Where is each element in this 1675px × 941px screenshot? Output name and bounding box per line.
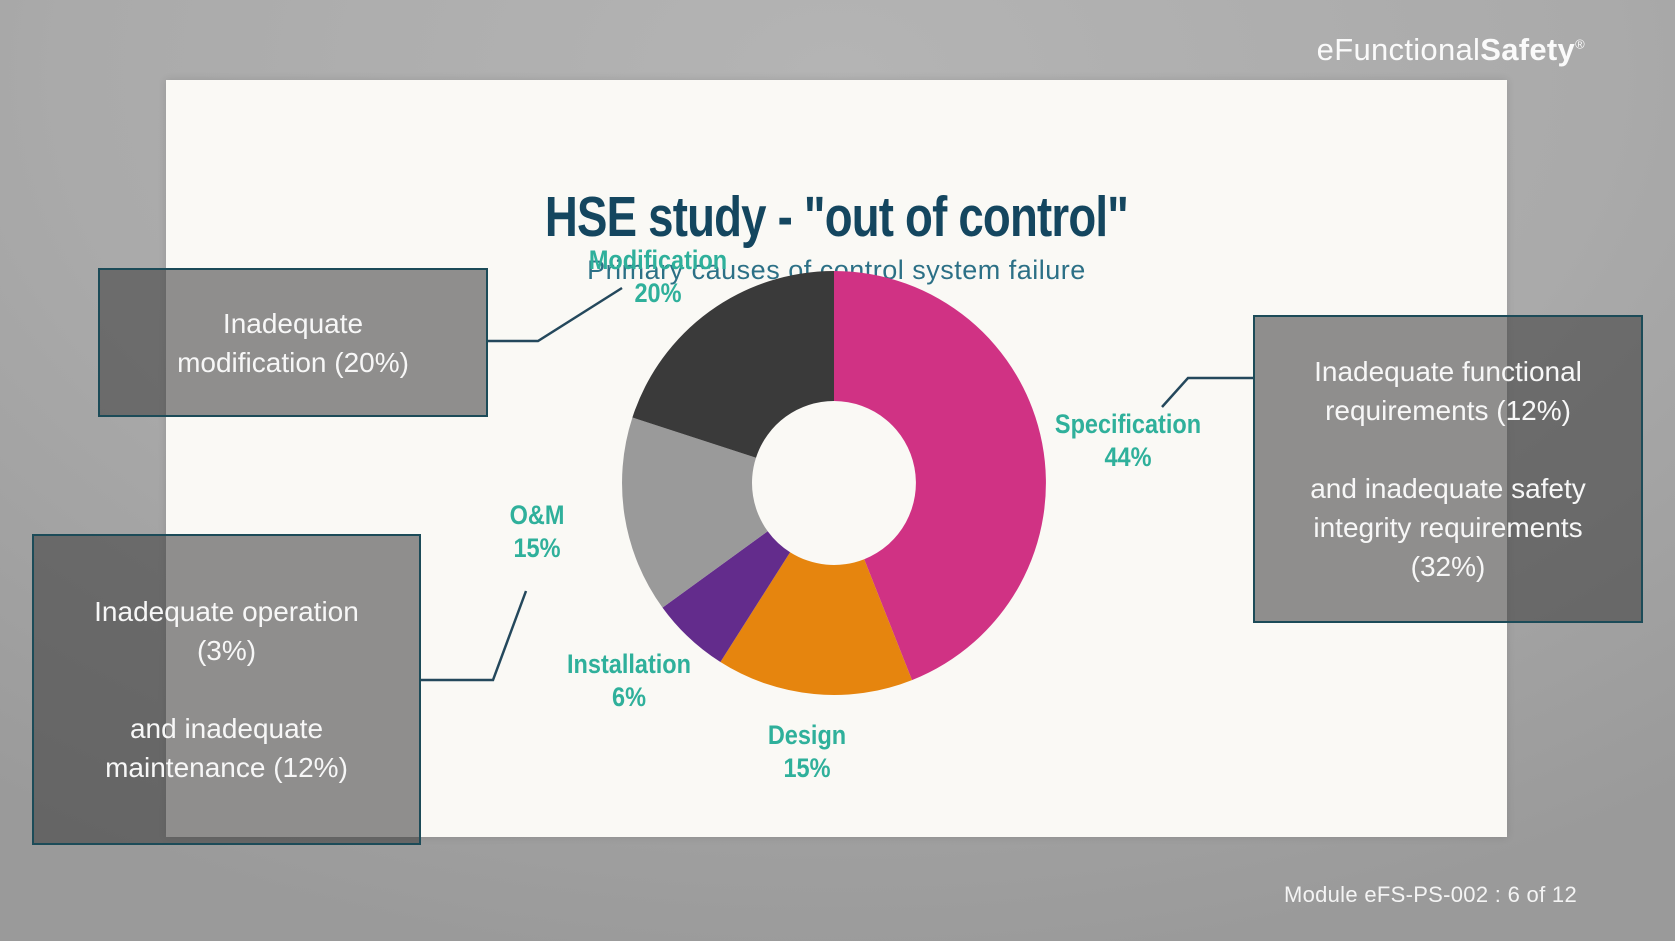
callout-text-line: maintenance (12%): [105, 752, 348, 783]
segment-label-oam: O&M 15%: [510, 499, 565, 565]
segment-name: Design: [767, 720, 847, 750]
slide-title-text: HSE study - "out of control": [544, 185, 1129, 249]
module-reference: Module eFS-PS-002 : 6 of 12: [1283, 882, 1577, 907]
segment-percent: 15%: [783, 753, 831, 783]
segment-label-specification: Specification 44%: [1055, 408, 1201, 474]
callout-text-line: Inadequate operation: [94, 596, 359, 627]
callout-text-line: (32%): [1410, 551, 1486, 582]
registered-trademark-icon: ®: [1575, 36, 1585, 52]
segment-label-design: Design 15%: [768, 719, 846, 785]
callout-modification: Inadequate modification (20%): [98, 268, 488, 417]
callout-text-line: Inadequate: [222, 307, 364, 339]
callout-requirements: Inadequate functional requirements (12%)…: [1253, 315, 1643, 623]
callout-operation-maintenance: Inadequate operation (3%) and inadequate…: [32, 534, 421, 845]
slide-title: HSE study - "out of control": [166, 184, 1507, 250]
segment-percent: 6%: [612, 682, 646, 712]
segment-name: Specification: [1054, 409, 1202, 439]
callout-text-line: and inadequate: [129, 713, 324, 744]
segment-percent: 20%: [634, 278, 682, 308]
segment-name: Installation: [567, 649, 691, 679]
callout-text-line: Inadequate functional: [1314, 356, 1582, 387]
segment-label-installation: Installation 6%: [567, 648, 691, 714]
segment-percent: 15%: [513, 533, 561, 563]
brand-logo: eFunctionalSafety®: [1317, 32, 1585, 68]
callout-text-line: integrity requirements: [1313, 512, 1583, 543]
callout-text-line: and inadequate safety: [1310, 473, 1586, 504]
callout-text-line: (3%): [196, 635, 257, 666]
brand-logo-light-text: eFunctional: [1316, 32, 1481, 67]
segment-name: O&M: [509, 500, 565, 530]
callout-text-line: modification (20%): [177, 346, 409, 378]
callout-text-line: requirements (12%): [1325, 395, 1571, 426]
brand-logo-bold-text: Safety: [1480, 32, 1576, 67]
segment-label-modification: Modification 20%: [589, 244, 727, 310]
segment-percent: 44%: [1104, 442, 1152, 472]
segment-name: Modification: [588, 245, 728, 275]
